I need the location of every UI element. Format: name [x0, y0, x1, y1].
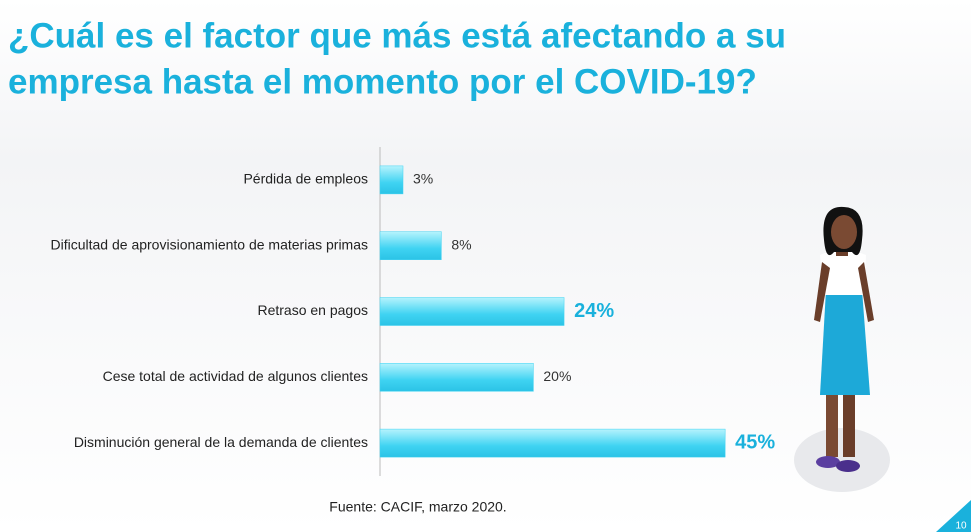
- value-label: 3%: [413, 171, 433, 187]
- bar: [379, 231, 442, 260]
- value-label: 45%: [735, 431, 775, 453]
- category-label: Disminución general de la demanda de cli…: [74, 434, 368, 450]
- title-line: empresa hasta el momento por el COVID-19…: [8, 62, 757, 101]
- title-line: ¿Cuál es el factor que más está afectand…: [8, 16, 786, 55]
- woman-illustration: [794, 206, 890, 492]
- page-number: 10: [955, 521, 967, 532]
- bar: [379, 165, 404, 195]
- page-corner: [936, 500, 971, 532]
- source: Fuente: CACIF, marzo 2020.: [329, 499, 506, 515]
- value-label: 20%: [543, 368, 571, 384]
- value-label: 24%: [574, 300, 614, 322]
- category-label: Cese total de actividad de algunos clien…: [103, 368, 368, 384]
- category-label: Dificultad de aprovisionamiento de mater…: [51, 236, 368, 252]
- bar: [379, 363, 534, 392]
- bar: [379, 297, 565, 326]
- value-label: 8%: [451, 236, 471, 252]
- category-label: Retraso en pagos: [257, 302, 368, 318]
- bar: [379, 428, 726, 458]
- category-label: Pérdida de empleos: [243, 171, 368, 187]
